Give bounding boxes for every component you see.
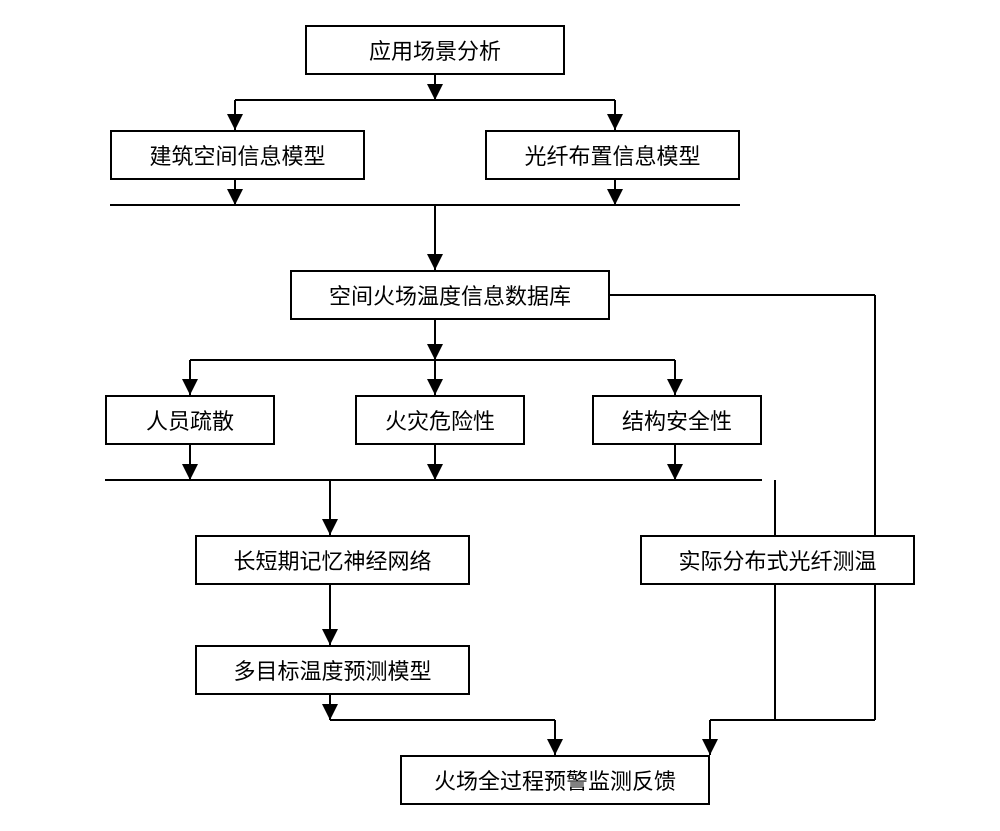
flowchart-node-n10: 多目标温度预测模型 (195, 645, 470, 695)
flowchart-node-label: 人员疏散 (146, 404, 234, 436)
flowchart-node-label: 多目标温度预测模型 (233, 654, 431, 686)
flowchart-node-n3: 光纤布置信息模型 (485, 130, 740, 180)
flowchart-node-label: 火灾危险性 (385, 404, 495, 436)
flowchart-node-label: 长短期记忆神经网络 (233, 544, 431, 576)
flowchart-node-n8: 长短期记忆神经网络 (195, 535, 470, 585)
flowchart-node-label: 结构安全性 (622, 404, 732, 436)
flowchart-node-label: 实际分布式光纤测温 (678, 544, 876, 576)
flowchart-node-n1: 应用场景分析 (305, 25, 565, 75)
flowchart-node-label: 空间火场温度信息数据库 (329, 279, 571, 311)
flowchart-node-n4: 空间火场温度信息数据库 (290, 270, 610, 320)
flowchart-node-n7: 结构安全性 (592, 395, 762, 445)
flowchart-node-label: 光纤布置信息模型 (524, 139, 700, 171)
flowchart-node-label: 应用场景分析 (369, 34, 501, 66)
flowchart-node-n11: 火场全过程预警监测反馈 (400, 755, 710, 805)
flowchart-node-label: 建筑空间信息模型 (149, 139, 325, 171)
flowchart-node-label: 火场全过程预警监测反馈 (434, 764, 676, 796)
flowchart-node-n5: 人员疏散 (105, 395, 275, 445)
flowchart-node-n6: 火灾危险性 (355, 395, 525, 445)
flowchart-node-n2: 建筑空间信息模型 (110, 130, 365, 180)
flowchart-node-n9: 实际分布式光纤测温 (640, 535, 915, 585)
